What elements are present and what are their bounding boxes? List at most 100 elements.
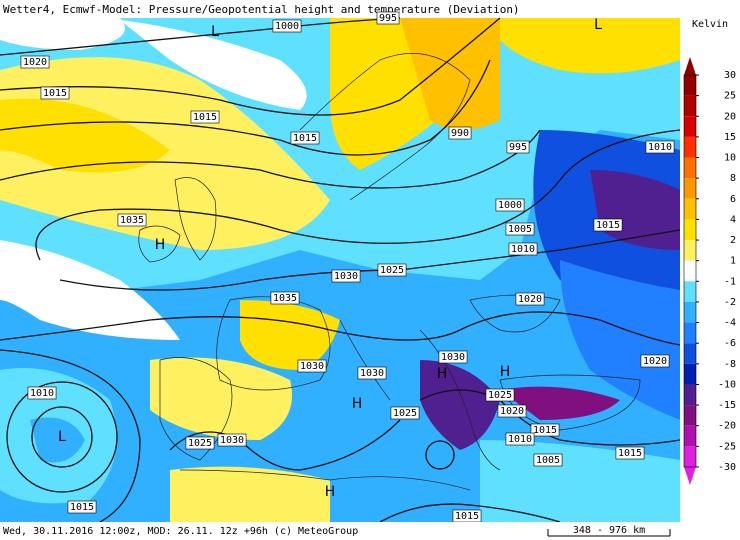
isobar-label: 1015 xyxy=(618,448,642,459)
legend-tick-label: -20 xyxy=(718,421,736,432)
legend-tick-label: -2 xyxy=(724,297,736,308)
isobar-label: 1000 xyxy=(498,200,522,211)
isobar-label: 1035 xyxy=(120,215,144,226)
isobar-label: 1020 xyxy=(518,294,542,305)
isobar-label-box xyxy=(331,269,361,283)
isobar-label: 1015 xyxy=(533,425,557,436)
legend-tick-label: -25 xyxy=(718,441,736,452)
isobar-label: 1010 xyxy=(511,244,535,255)
legend-band xyxy=(684,281,696,302)
isobar-label: 1015 xyxy=(293,133,317,144)
isobar-label: 1015 xyxy=(193,112,217,123)
legend-tick-label: 2 xyxy=(730,235,736,246)
legend-band xyxy=(684,322,696,344)
isobar-label-box xyxy=(505,222,535,236)
isobar-label: 1015 xyxy=(455,511,479,522)
legend-frame xyxy=(683,74,697,468)
pressure-center: L xyxy=(58,429,66,445)
isobar-label-box xyxy=(508,242,538,256)
isobar-label: 1030 xyxy=(441,352,465,363)
isobar-label: 1030 xyxy=(360,368,384,379)
isobar-label-box xyxy=(497,404,527,418)
legend-arrow-top xyxy=(684,57,696,75)
legend-band xyxy=(684,384,696,406)
pressure-center: H xyxy=(155,237,166,253)
legend-band xyxy=(684,95,696,117)
legend-tick-label: -30 xyxy=(718,462,736,473)
legend-band xyxy=(684,260,696,282)
isobar-label-box xyxy=(217,433,247,447)
isobar-label-box xyxy=(515,292,545,306)
legend-unit: Kelvin xyxy=(692,19,728,30)
isobar-label: 1020 xyxy=(23,57,47,68)
legend: 30 25 20 15 10 8 6 4 2 1 -1 -2 -4 -6 -8 -10 -15 -20 -25 -30 xyxy=(683,57,736,485)
isobar-label: 995 xyxy=(509,142,527,153)
legend-band xyxy=(684,425,696,447)
pressure-center: H xyxy=(352,396,363,412)
isobar-label: 1035 xyxy=(273,293,297,304)
legend-tick-label: 15 xyxy=(724,132,736,143)
legend-band xyxy=(684,198,696,220)
isobar-label-box xyxy=(438,350,468,364)
isobar-label: 1030 xyxy=(220,435,244,446)
isobar-label: 1015 xyxy=(70,502,94,513)
pressure-center: H xyxy=(325,484,336,500)
legend-arrow-bottom xyxy=(684,467,696,485)
footer-run: Wed, 30.11.2016 12:00z, MOD: 26.11. 12z … xyxy=(3,526,358,537)
title-bar xyxy=(0,0,740,18)
legend-band xyxy=(684,136,696,158)
isobar-label-box xyxy=(448,126,472,140)
legend-tick-label: 30 xyxy=(724,70,736,81)
isobar-label-box xyxy=(190,110,220,124)
isobar-labels: 1000 995 1020 1015 1015 1015 990 995 1010 1000 103… xyxy=(20,11,675,523)
legend-band xyxy=(684,116,696,137)
isobar-label-box xyxy=(615,446,645,460)
isobar-label-box xyxy=(185,436,215,450)
legend-band xyxy=(684,157,696,179)
legend-tick-label: 8 xyxy=(730,173,736,184)
isobar-label-box xyxy=(377,263,407,277)
isobar-label-box xyxy=(290,131,320,145)
isobar-label: 1010 xyxy=(30,388,54,399)
legend-band xyxy=(684,405,696,426)
legend-tick-label: -4 xyxy=(724,318,736,329)
legend-tick-label: 10 xyxy=(724,153,736,164)
legend-tick-label: -15 xyxy=(718,400,736,411)
isobar-label: 1010 xyxy=(648,142,672,153)
isobar-label-box xyxy=(272,19,302,33)
isobar-label-box xyxy=(270,291,300,305)
legend-tick-label: 1 xyxy=(730,256,736,267)
isobar-label: 1025 xyxy=(188,438,212,449)
isobar-label-box xyxy=(506,140,530,154)
isobar-label: 1000 xyxy=(275,21,299,32)
isobar-label: 1020 xyxy=(643,356,667,367)
legend-tick-label: -1 xyxy=(724,276,736,287)
isobar-label-box xyxy=(533,453,563,467)
legend-band xyxy=(684,343,696,364)
legend-band xyxy=(684,446,696,467)
legend-tick-label: 6 xyxy=(730,194,736,205)
legend-tick-label: 25 xyxy=(724,91,736,102)
legend-band xyxy=(684,301,696,323)
isobar-label: 1015 xyxy=(596,220,620,231)
pressure-center: H xyxy=(437,366,448,382)
scale-label: 348 - 976 km xyxy=(573,525,645,536)
isobar-label-box xyxy=(505,432,535,446)
isobar-label-box xyxy=(530,423,560,437)
isobar-label: 1010 xyxy=(508,434,532,445)
isobar-label-box xyxy=(117,213,147,227)
isobar-label: 1030 xyxy=(334,271,358,282)
isobar-label-box xyxy=(40,86,70,100)
legend-band xyxy=(684,219,696,241)
pressure-center: L xyxy=(211,24,219,40)
isobar-label: 1025 xyxy=(380,265,404,276)
legend-band xyxy=(684,240,696,261)
isobar-label: 1020 xyxy=(500,406,524,417)
legend-band xyxy=(684,75,696,96)
isobar-label: 1030 xyxy=(300,361,324,372)
legend-tick-label: 4 xyxy=(730,214,736,225)
isobar-label: 1015 xyxy=(43,88,67,99)
isobar-label: 1025 xyxy=(488,390,512,401)
